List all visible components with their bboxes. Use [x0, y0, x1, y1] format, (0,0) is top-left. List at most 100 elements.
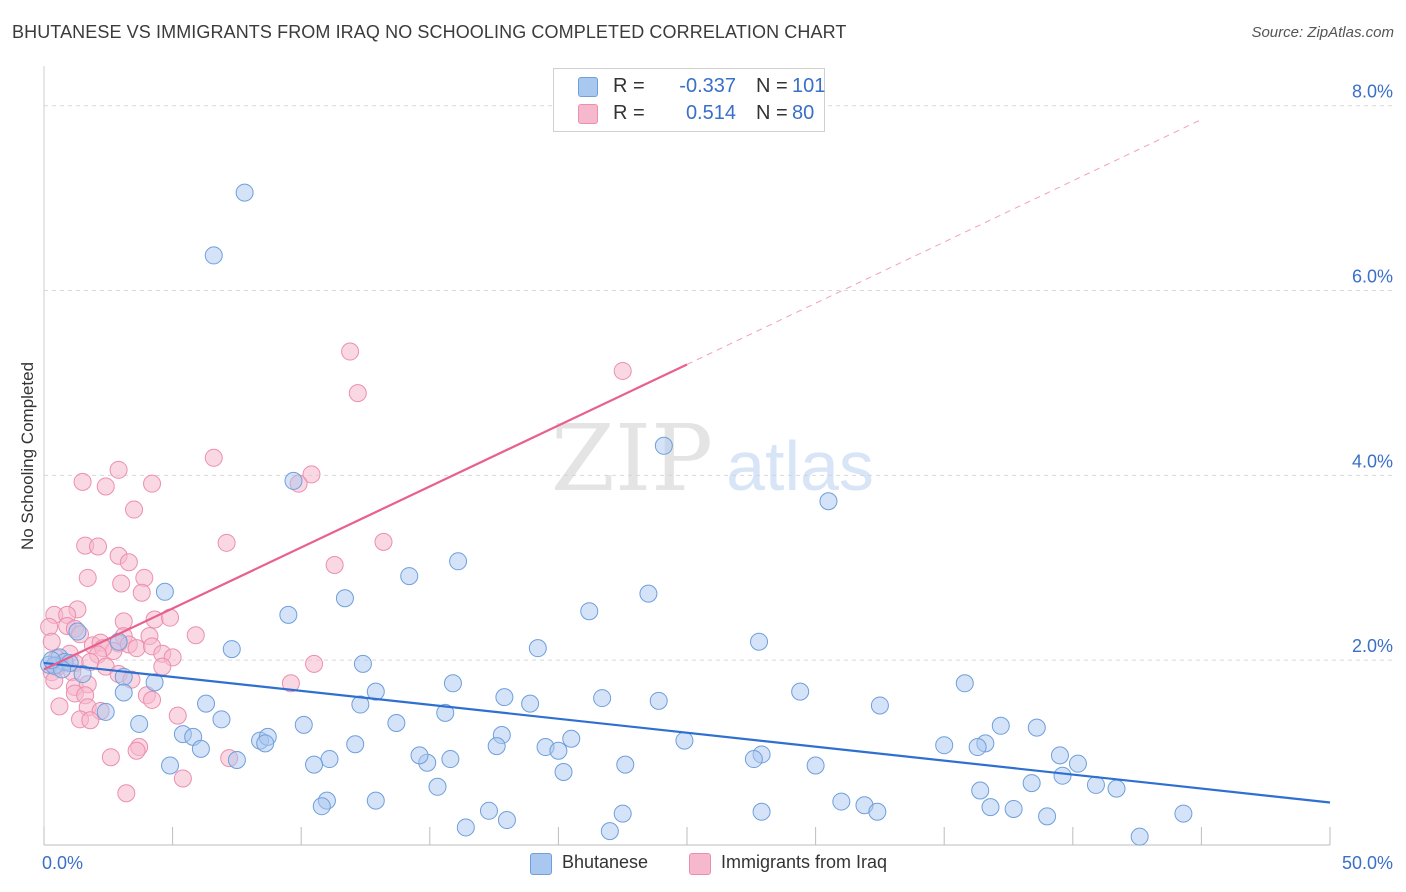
- gridlines: [44, 105, 1392, 661]
- data-point-iraq: [341, 342, 360, 361]
- y-tick-label: 4.0%: [1352, 451, 1393, 471]
- data-point-bhutanese: [528, 639, 547, 658]
- y-tick-label: 6.0%: [1352, 267, 1393, 287]
- data-point-bhutanese: [819, 492, 838, 511]
- data-point-bhutanese: [1050, 746, 1069, 765]
- data-point-bhutanese: [497, 811, 516, 830]
- stats-n-label: N =: [756, 75, 788, 97]
- data-point-bhutanese: [654, 436, 673, 455]
- data-point-bhutanese: [870, 696, 889, 715]
- trend-line-iraq-extension: [686, 119, 1202, 365]
- data-point-iraq: [78, 568, 97, 587]
- data-point-bhutanese: [114, 683, 133, 702]
- stats-r-value: 0.514: [685, 102, 736, 124]
- axes: [43, 66, 1331, 846]
- legend-label-iraq: Immigrants from Iraq: [721, 852, 888, 872]
- data-point-bhutanese: [554, 762, 573, 781]
- data-point-iraq: [127, 741, 146, 760]
- data-point-bhutanese: [96, 702, 115, 721]
- data-point-bhutanese: [456, 818, 475, 837]
- data-point-bhutanese: [68, 622, 87, 641]
- data-point-bhutanese: [73, 665, 92, 684]
- data-point-iraq: [89, 537, 108, 556]
- data-point-bhutanese: [593, 689, 612, 708]
- data-point-bhutanese: [279, 605, 298, 624]
- data-point-iraq: [81, 711, 100, 730]
- data-point-bhutanese: [366, 791, 385, 810]
- data-point-bhutanese: [521, 694, 540, 713]
- data-point-bhutanese: [227, 750, 246, 769]
- data-point-bhutanese: [1004, 799, 1023, 818]
- data-point-bhutanese: [968, 738, 987, 757]
- data-point-bhutanese: [981, 798, 1000, 817]
- data-point-bhutanese: [832, 792, 851, 811]
- data-point-bhutanese: [155, 582, 174, 601]
- stats-r-value: -0.337: [679, 75, 736, 97]
- data-point-bhutanese: [549, 741, 568, 760]
- x-tick-label: 0.0%: [42, 853, 83, 873]
- data-point-iraq: [204, 448, 223, 467]
- legend-swatch-bhutanese: [530, 853, 552, 875]
- tick-labels: 2.0% 4.0% 6.0% 8.0% 0.0% 50.0%: [42, 82, 1393, 873]
- data-point-bhutanese: [1027, 718, 1046, 737]
- data-point-bhutanese: [284, 471, 303, 490]
- data-point-iraq: [117, 784, 136, 803]
- y-tick-label: 8.0%: [1352, 82, 1393, 102]
- data-point-bhutanese: [449, 552, 468, 571]
- watermark: ZIP atlas: [551, 405, 874, 512]
- stats-swatch-bhutanese: [578, 77, 598, 97]
- data-point-iraq: [125, 500, 144, 519]
- data-point-bhutanese: [971, 781, 990, 800]
- series-bhutanese-points: [40, 183, 1193, 846]
- data-point-bhutanese: [495, 688, 514, 707]
- data-point-iraq: [305, 654, 324, 673]
- stats-swatch-iraq: [578, 104, 598, 124]
- data-point-bhutanese: [675, 731, 694, 750]
- data-point-bhutanese: [212, 710, 231, 729]
- data-point-iraq: [50, 697, 69, 716]
- data-point-bhutanese: [1038, 807, 1057, 826]
- data-point-bhutanese: [443, 674, 462, 693]
- data-point-iraq: [143, 474, 162, 493]
- data-point-bhutanese: [312, 797, 331, 816]
- legend-label-bhutanese: Bhutanese: [562, 852, 649, 872]
- data-point-bhutanese: [479, 801, 498, 820]
- y-tick-label: 2.0%: [1352, 636, 1393, 656]
- data-point-bhutanese: [346, 735, 365, 754]
- data-point-bhutanese: [320, 750, 339, 769]
- data-point-bhutanese: [1068, 754, 1087, 773]
- data-point-bhutanese: [1130, 827, 1149, 846]
- watermark-atlas: atlas: [726, 427, 874, 505]
- data-point-bhutanese: [436, 703, 455, 722]
- x-tick-label: 50.0%: [1342, 853, 1393, 873]
- data-point-iraq: [109, 460, 128, 479]
- data-point-bhutanese: [752, 802, 771, 821]
- data-point-iraq: [173, 769, 192, 788]
- data-point-iraq: [40, 617, 59, 636]
- data-point-bhutanese: [613, 804, 632, 823]
- data-point-bhutanese: [387, 714, 406, 733]
- stats-legend: R = -0.337 N = 101 R = 0.514 N = 80: [553, 68, 825, 132]
- data-point-bhutanese: [204, 246, 223, 265]
- source-label: Source: ZipAtlas.com: [1251, 24, 1394, 41]
- data-point-bhutanese: [868, 802, 887, 821]
- data-point-bhutanese: [222, 640, 241, 659]
- data-point-iraq: [613, 361, 632, 380]
- data-point-bhutanese: [197, 694, 216, 713]
- data-point-bhutanese: [410, 746, 429, 765]
- data-point-iraq: [374, 532, 393, 551]
- data-point-bhutanese: [235, 183, 254, 202]
- data-point-iraq: [281, 674, 300, 693]
- data-point-bhutanese: [366, 682, 385, 701]
- data-point-bhutanese: [935, 736, 954, 755]
- data-point-iraq: [42, 632, 61, 651]
- data-point-iraq: [96, 477, 115, 496]
- watermark-zip: ZIP: [551, 405, 713, 512]
- stats-n-label: N =: [756, 102, 788, 124]
- data-point-bhutanese: [991, 716, 1010, 735]
- data-point-bhutanese: [1053, 766, 1072, 785]
- data-point-iraq: [325, 555, 344, 574]
- data-point-bhutanese: [335, 589, 354, 608]
- data-point-bhutanese: [955, 674, 974, 693]
- trend-line-iraq: [43, 363, 688, 671]
